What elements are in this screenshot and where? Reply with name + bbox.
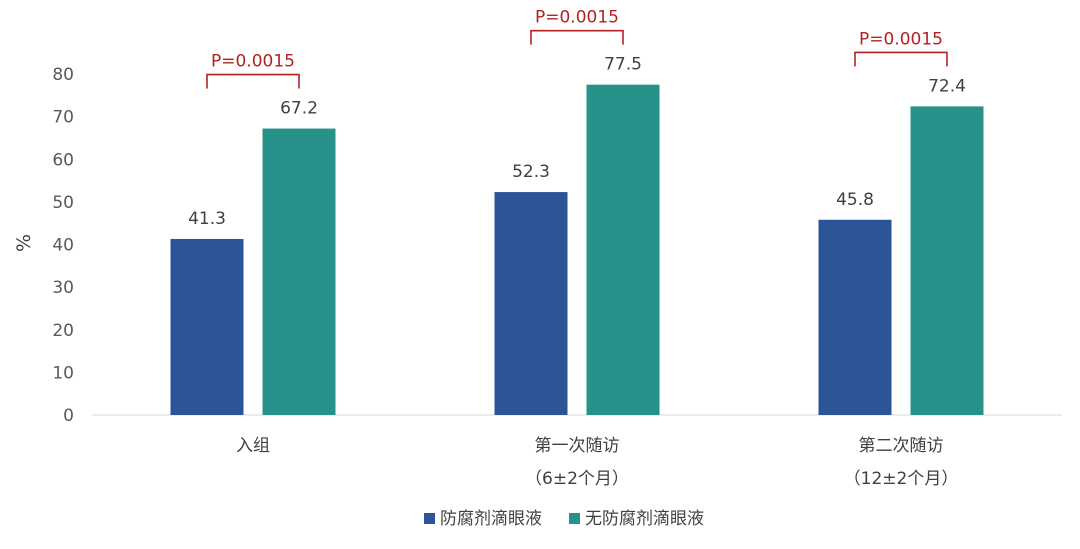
significance-bracket bbox=[206, 73, 300, 89]
annotations-group: P=0.0015 P=0.0015 P=0.0015 bbox=[206, 8, 948, 89]
category-label: 第一次随访 bbox=[535, 436, 620, 456]
category-label: （12±2个月） bbox=[844, 469, 959, 489]
y-tick-label: 30 bbox=[52, 278, 74, 298]
legend-swatch bbox=[424, 513, 435, 524]
data-label: 41.3 bbox=[188, 209, 226, 229]
bar bbox=[262, 128, 336, 415]
legend-label: 防腐剂滴眼液 bbox=[440, 509, 542, 529]
y-tick-label: 0 bbox=[63, 406, 74, 426]
p-value-label: P=0.0015 bbox=[535, 8, 619, 28]
legend-label: 无防腐剂滴眼液 bbox=[585, 509, 704, 529]
data-label: 67.2 bbox=[280, 99, 318, 119]
y-tick-label: 10 bbox=[52, 363, 74, 383]
bar bbox=[494, 192, 568, 415]
y-tick-label: 50 bbox=[52, 193, 74, 213]
value-labels-group: 41.3 52.3 45.8 67.2 77.5 72.4 bbox=[188, 55, 966, 229]
y-axis-ticks: 0 10 20 30 40 50 60 70 80 bbox=[52, 65, 74, 426]
bar bbox=[170, 238, 244, 415]
data-label: 72.4 bbox=[928, 76, 966, 96]
y-tick-label: 40 bbox=[52, 236, 74, 256]
y-tick-label: 20 bbox=[52, 321, 74, 341]
data-label: 77.5 bbox=[604, 55, 642, 75]
y-tick-label: 80 bbox=[52, 65, 74, 85]
data-label: 52.3 bbox=[512, 162, 550, 182]
bar bbox=[586, 84, 660, 415]
legend-swatch bbox=[569, 513, 580, 524]
category-labels-group: 入组 第一次随访 （6±2个月） 第二次随访 （12±2个月） bbox=[236, 436, 958, 489]
y-tick-label: 70 bbox=[52, 108, 74, 128]
y-axis-title: % bbox=[13, 234, 35, 252]
bar bbox=[818, 219, 892, 415]
bars-group bbox=[170, 84, 984, 416]
category-label: 第二次随访 bbox=[859, 436, 944, 456]
p-value-label: P=0.0015 bbox=[859, 29, 943, 49]
significance-bracket bbox=[854, 51, 948, 67]
p-value-label: P=0.0015 bbox=[211, 52, 295, 72]
y-tick-label: 60 bbox=[52, 150, 74, 170]
bar bbox=[910, 106, 984, 416]
significance-bracket bbox=[530, 29, 624, 45]
category-label: （6±2个月） bbox=[525, 469, 629, 489]
category-label: 入组 bbox=[236, 436, 270, 456]
data-label: 45.8 bbox=[836, 190, 874, 210]
legend: 防腐剂滴眼液 无防腐剂滴眼液 bbox=[424, 509, 704, 529]
